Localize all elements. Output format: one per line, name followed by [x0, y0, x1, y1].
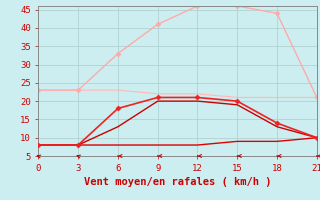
X-axis label: Vent moyen/en rafales ( km/h ): Vent moyen/en rafales ( km/h ): [84, 177, 271, 187]
